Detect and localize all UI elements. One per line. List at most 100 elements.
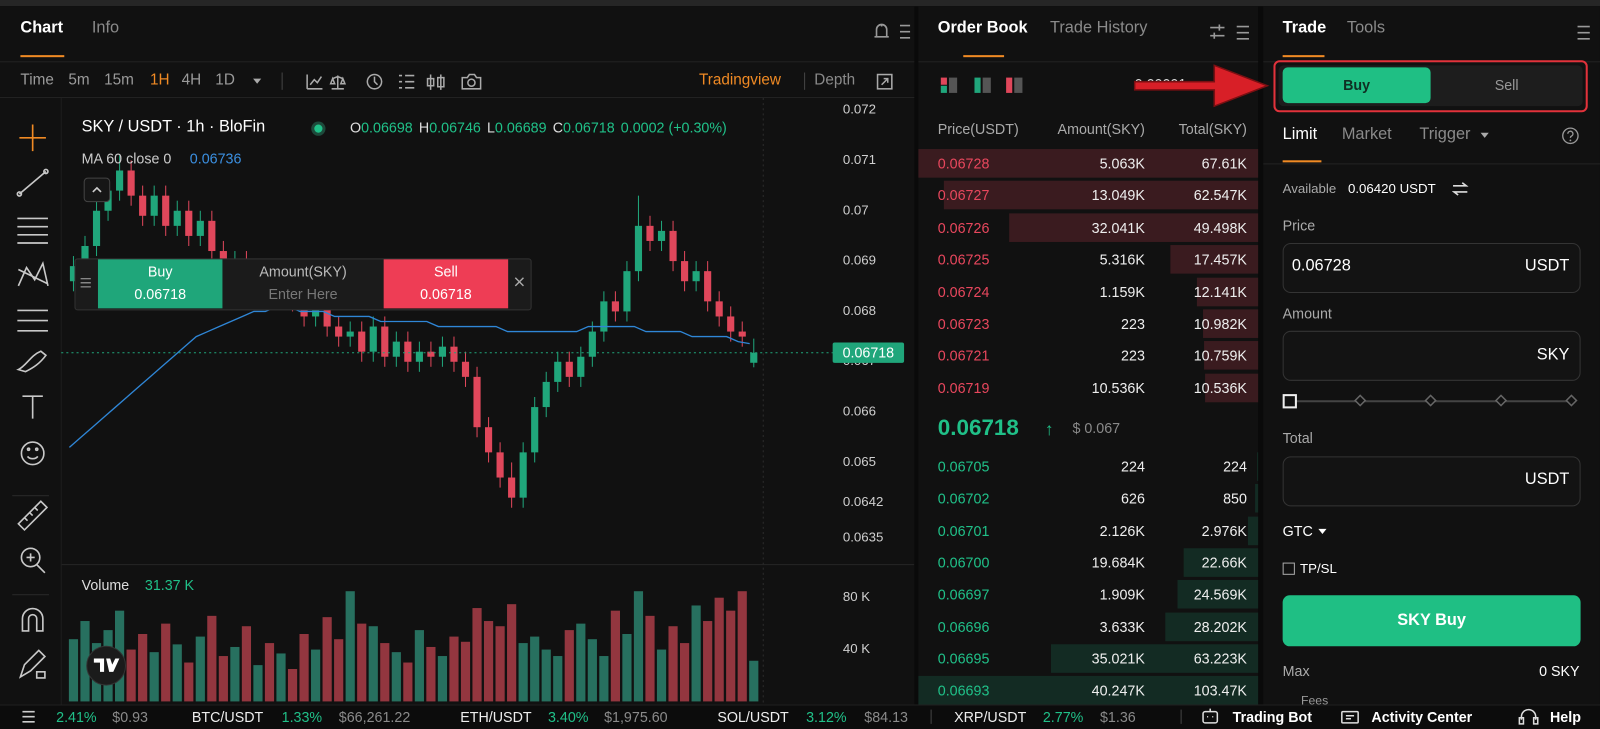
candle-body [369, 326, 377, 352]
volume-bar [126, 649, 136, 702]
book-total: 2.976K [1201, 522, 1247, 539]
book-price[interactable]: 0.06693 [937, 682, 990, 699]
ticker-menu[interactable] [20, 710, 38, 724]
tab-trade[interactable]: Trade [1282, 19, 1327, 37]
book-price[interactable]: 0.06723 [937, 315, 990, 332]
close-icon[interactable] [513, 276, 525, 288]
quick-amount-label: Amount(SKY) [259, 263, 347, 280]
fees[interactable]: Fees [1301, 693, 1329, 708]
fullscreen-icon[interactable] [876, 72, 894, 90]
footer-link[interactable]: Help [1549, 708, 1581, 725]
order-type[interactable]: Market [1341, 125, 1392, 143]
book-price[interactable]: 0.06727 [937, 187, 990, 204]
book-price[interactable]: 0.06697 [937, 586, 990, 603]
book-price[interactable]: 0.06719 [937, 379, 990, 396]
tab-info[interactable]: Info [91, 19, 120, 37]
swap-icon[interactable] [1452, 182, 1469, 196]
quick-sell-price: 0.06718 [420, 285, 472, 303]
quick-sell[interactable] [383, 259, 509, 309]
toolbar-icons[interactable] [304, 70, 488, 92]
book-price[interactable]: 0.06695 [937, 650, 990, 667]
submit-label[interactable]: SKY Buy [1397, 611, 1466, 629]
ticker-price: $0.93 [112, 708, 149, 725]
candle-body [162, 195, 170, 226]
tif[interactable]: GTC [1282, 522, 1313, 540]
interval[interactable]: 4H [181, 71, 202, 89]
footer-link[interactable]: Activity Center [1371, 708, 1473, 725]
ticker-pair[interactable]: XRP/USDT [954, 708, 1027, 725]
interval[interactable]: Time [20, 71, 54, 89]
ticker-pair[interactable]: SOL/USDT [717, 708, 789, 725]
volume-bar [726, 610, 736, 702]
candle-body [438, 346, 447, 357]
volume-bar [184, 662, 194, 702]
book-price[interactable]: 0.06721 [937, 347, 990, 364]
book-price[interactable]: 0.06705 [937, 458, 990, 475]
candle-body [346, 331, 354, 337]
quick-buy[interactable] [97, 259, 223, 309]
interval[interactable]: 1D [215, 71, 235, 89]
tpsl[interactable]: TP/SL [1299, 560, 1337, 576]
candle-body [611, 301, 619, 312]
volume-bar [68, 639, 79, 702]
ticker-pair[interactable]: BTC/USDT [191, 708, 264, 725]
book-price[interactable]: 0.06701 [937, 522, 990, 539]
book-settings[interactable] [1208, 21, 1253, 43]
y-tick-label: 0.0635 [843, 529, 884, 544]
side-buy[interactable]: Buy [1282, 67, 1431, 104]
candle-body [427, 351, 435, 357]
submit-button[interactable] [1282, 595, 1581, 647]
drag-handle[interactable] [80, 277, 92, 289]
book-price[interactable]: 0.06696 [937, 618, 990, 635]
price-value: 0.06728 [1291, 257, 1351, 275]
book-price[interactable]: 0.06726 [937, 219, 990, 236]
candle-body [554, 361, 562, 382]
divider [12, 594, 49, 596]
total-input[interactable] [1282, 456, 1581, 507]
interval[interactable]: 1H [149, 71, 170, 89]
book-layout-icons[interactable] [939, 76, 1031, 96]
depth-bar [1257, 452, 1259, 481]
view-tradingview[interactable]: Tradingview [698, 71, 781, 89]
ohlc-value: 0.06698 [361, 119, 413, 136]
candle-body [461, 361, 470, 377]
book-amount: 40.247K [1091, 682, 1145, 699]
amount-slider[interactable] [1282, 392, 1582, 410]
price-input[interactable] [1282, 242, 1581, 294]
tab-order-book[interactable]: Order Book [937, 19, 1028, 37]
ticker-pair[interactable]: ETH/USDT [460, 708, 532, 725]
ohlc-label: C [552, 119, 564, 136]
order-type[interactable]: Limit [1282, 125, 1318, 143]
panel-icons[interactable] [869, 20, 911, 42]
candle-body [150, 195, 158, 216]
interval[interactable]: 15m [104, 71, 134, 89]
footer-link[interactable]: Trading Bot [1232, 708, 1313, 725]
quick-amount-input[interactable]: Enter Here [268, 285, 338, 303]
highlight-outline [1273, 60, 1588, 113]
book-price[interactable]: 0.06700 [937, 554, 990, 571]
book-price[interactable]: 0.06728 [937, 155, 990, 172]
volume-bar [207, 615, 217, 702]
tpsl-checkbox[interactable] [1282, 562, 1295, 575]
interval[interactable]: 5m [68, 71, 90, 89]
book-price[interactable]: 0.06702 [937, 490, 990, 507]
tab-tools[interactable]: Tools [1346, 19, 1386, 37]
volume-bar [564, 630, 574, 702]
drawing-tools[interactable] [12, 120, 55, 692]
tab-chart[interactable]: Chart [20, 19, 64, 37]
volume-bar [161, 623, 171, 702]
tab-trade-history[interactable]: Trade History [1049, 19, 1148, 37]
book-price[interactable]: 0.06725 [937, 251, 990, 268]
y-tick-label: 0.065 [843, 454, 876, 469]
order-type[interactable]: Trigger [1419, 125, 1471, 143]
ticker-change: 1.33% [281, 708, 323, 725]
view-depth[interactable]: Depth [814, 71, 856, 89]
tab-underline [20, 55, 65, 58]
menu-icon[interactable] [1575, 21, 1591, 43]
volume-label: Volume [82, 578, 130, 594]
collapse-button[interactable] [83, 177, 111, 203]
help-icon[interactable] [1561, 127, 1579, 145]
book-price[interactable]: 0.06724 [937, 283, 990, 300]
side-sell[interactable]: Sell [1494, 76, 1519, 93]
amount-input[interactable] [1282, 330, 1581, 381]
